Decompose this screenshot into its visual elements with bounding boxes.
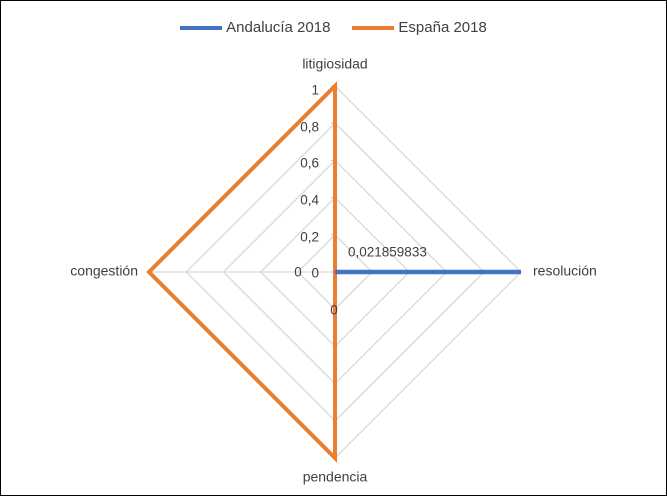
legend: Andalucía 2018 España 2018	[1, 19, 666, 36]
axis-label-litigiosidad: litigiosidad	[302, 56, 367, 72]
legend-label-espana: España 2018	[398, 19, 487, 36]
tick-label-0-8: 0,8	[300, 120, 319, 135]
data-label-pendencia: 0	[330, 303, 338, 318]
legend-swatch-espana	[352, 25, 395, 30]
tick-label-0-2: 0,2	[300, 230, 319, 245]
axis-label-resolucion: resolución	[533, 263, 597, 279]
axis-label-pendencia: pendencia	[303, 469, 368, 485]
tick-label-0-4: 0,4	[300, 193, 319, 208]
legend-swatch-andalucia	[180, 25, 223, 30]
data-label-congestion: 0	[294, 265, 302, 280]
series-layer	[146, 81, 521, 463]
data-label-resolucion: 0,021859833	[348, 245, 427, 260]
legend-item-andalucia: Andalucía 2018	[180, 19, 330, 36]
axis-label-congestion: congestión	[70, 263, 138, 279]
tick-label-1: 1	[311, 83, 319, 98]
legend-label-andalucia: Andalucía 2018	[226, 19, 331, 36]
tick-label-0: 0	[311, 266, 319, 281]
tick-label-0-6: 0,6	[300, 156, 319, 171]
series-line-espana	[146, 81, 337, 463]
legend-item-espana: España 2018	[352, 19, 487, 36]
